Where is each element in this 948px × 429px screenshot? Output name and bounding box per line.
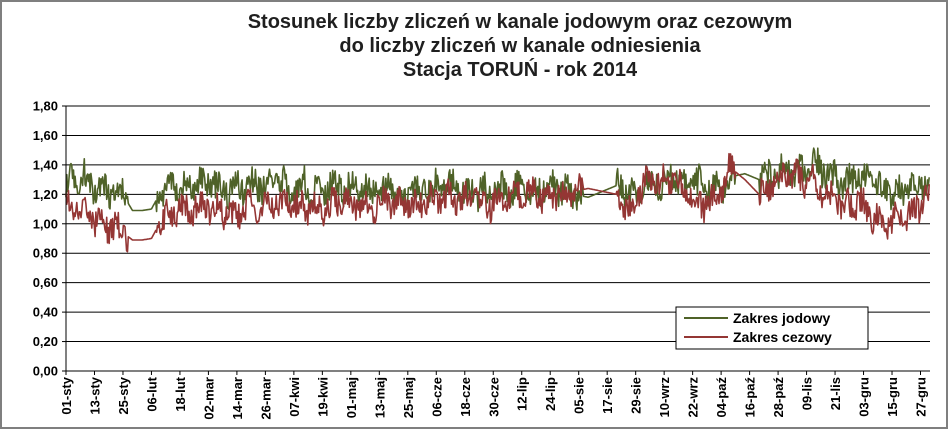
y-axis-tick-labels: 0,00 0,20 0,40 0,60 0,80 1,00 1,20 1,40 1,60 1,80 xyxy=(33,99,58,379)
x-tick-label: 06-cze xyxy=(429,377,444,417)
x-tick-label: 18-lut xyxy=(173,376,188,411)
chart-title-line-3: Stacja TORUŃ - rok 2014 xyxy=(403,58,638,81)
y-tick-label: 1,00 xyxy=(33,216,58,231)
x-tick-label: 18-cze xyxy=(458,377,473,417)
x-tick-label: 17-sie xyxy=(600,377,615,414)
x-tick-label: 25-sty xyxy=(116,376,131,414)
legend-label-cezowy: Zakres cezowy xyxy=(733,329,832,345)
x-tick-label: 02-mar xyxy=(201,377,216,420)
grid-lines xyxy=(62,105,930,372)
x-tick-label: 10-wrz xyxy=(657,377,672,418)
x-tick-label: 13-maj xyxy=(372,377,387,418)
y-tick-label: 0,40 xyxy=(33,305,58,320)
x-tick-label: 26-mar xyxy=(258,377,273,420)
legend-label-jodowy: Zakres jodowy xyxy=(733,310,830,326)
y-tick-label: 0,60 xyxy=(33,275,58,290)
x-tick-label: 16-paź xyxy=(743,377,758,418)
y-tick-label: 1,20 xyxy=(33,187,58,202)
x-axis-tick-labels: 01-sty 13-sty 25-sty 06-lut 18-lut 02-mar 14-m… xyxy=(59,376,929,419)
axes xyxy=(65,106,930,375)
x-tick-label: 12-lip xyxy=(515,377,530,411)
x-tick-label: 21-lis xyxy=(828,377,843,410)
x-tick-label: 22-wrz xyxy=(686,377,701,418)
x-tick-label: 01-sty xyxy=(59,376,74,414)
y-tick-label: 1,40 xyxy=(33,157,58,172)
x-tick-label: 14-mar xyxy=(230,377,245,420)
chart-title-line-1: Stosunek liczby zliczeń w kanale jodowym… xyxy=(248,11,793,33)
x-tick-label: 29-sie xyxy=(629,377,644,414)
x-tick-label: 05-sie xyxy=(572,377,587,414)
x-tick-label: 01-maj xyxy=(344,377,359,418)
y-tick-label: 0,20 xyxy=(33,334,58,349)
y-tick-label: 1,60 xyxy=(33,128,58,143)
x-tick-label: 27-gru xyxy=(914,377,929,417)
x-tick-label: 07-kwi xyxy=(287,377,302,417)
x-tick-label: 03-gru xyxy=(857,377,872,417)
y-tick-label: 0,00 xyxy=(33,364,58,379)
x-tick-label: 24-lip xyxy=(543,377,558,411)
x-tick-label: 06-lut xyxy=(144,376,159,411)
x-tick-label: 13-sty xyxy=(87,376,102,414)
legend: Zakres jodowy Zakres cezowy xyxy=(675,306,869,350)
x-tick-label: 19-kwi xyxy=(315,377,330,417)
x-tick-label: 04-paź xyxy=(714,377,729,418)
x-tick-label: 30-cze xyxy=(486,377,501,417)
x-tick-label: 09-lis xyxy=(800,377,815,410)
x-tick-label: 28-paź xyxy=(771,377,786,418)
x-tick-label: 25-maj xyxy=(401,377,416,418)
chart-title-line-2: do liczby zliczeń w kanale odniesienia xyxy=(339,35,701,57)
series-layer xyxy=(65,147,930,253)
y-tick-label: 0,80 xyxy=(33,246,58,261)
legend-box xyxy=(675,306,869,350)
x-tick-label: 15-gru xyxy=(885,377,900,417)
y-tick-label: 1,80 xyxy=(33,99,58,114)
series-line-cezowy xyxy=(65,152,930,253)
